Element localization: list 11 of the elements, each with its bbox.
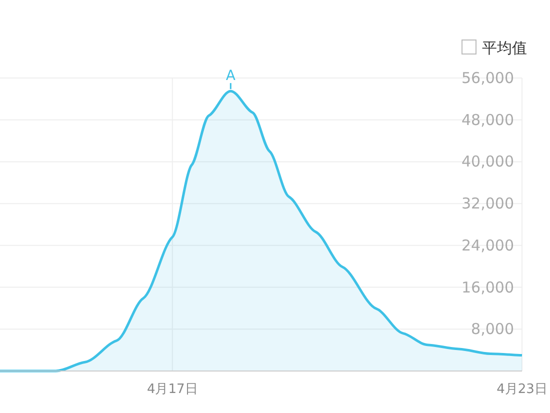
y-tick-label: 40,000 bbox=[462, 152, 514, 171]
y-tick-label: 48,000 bbox=[462, 110, 514, 129]
toggle: 平均值 bbox=[462, 39, 527, 57]
annotation: A bbox=[226, 68, 236, 84]
y-tick-label: 8,000 bbox=[471, 320, 514, 338]
y-tick-label: 16,000 bbox=[462, 278, 514, 296]
y-tick-label: 24,000 bbox=[462, 236, 514, 254]
x-tick-label: 4月17日 bbox=[146, 382, 198, 397]
y-tick-label: 56,000 bbox=[462, 69, 514, 87]
y-tick-label: 32,000 bbox=[462, 194, 514, 213]
x-tick-label: 4月23日 bbox=[496, 382, 548, 397]
